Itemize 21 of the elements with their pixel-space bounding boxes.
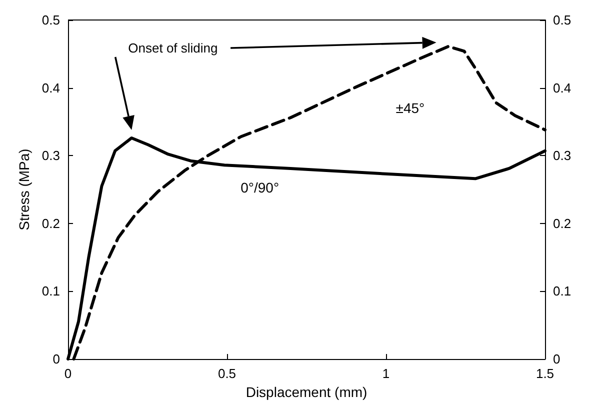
y2-tick-label: 0 [553, 352, 560, 366]
y-tick-label: 0.5 [42, 12, 60, 28]
y2-tick-label: 0.1 [553, 284, 572, 299]
series-label: 0°/90° [240, 179, 280, 196]
y-tick-label: 0.3 [42, 148, 60, 164]
annotation: Onset of sliding [128, 40, 218, 56]
y-tick-label: 0.1 [42, 284, 60, 299]
y2-tick-label: 0.4 [553, 80, 572, 96]
text: ±45° [396, 100, 425, 116]
x-tick-label: 0 [64, 366, 72, 381]
y-tick-label: 0 [52, 352, 60, 366]
y-tick-label: 0.2 [42, 216, 60, 231]
y2-tick-label: 0.5 [553, 12, 572, 28]
y2-tick-label: 0.2 [553, 216, 572, 231]
y-tick-label: 0.4 [42, 80, 60, 96]
y2-tick-label: 0.3 [553, 148, 572, 164]
x-tick-label: 1 [382, 366, 390, 381]
x-tick-label: 1.5 [536, 366, 554, 381]
x-axis-title: Displacement (mm) [246, 384, 368, 400]
x-tick-label: 0.5 [218, 366, 236, 381]
y-axis-title: Stress (MPa) [16, 148, 32, 230]
